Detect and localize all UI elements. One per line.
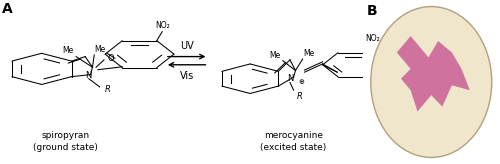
Text: N: N (287, 74, 293, 83)
Text: B: B (366, 4, 378, 18)
Text: Me: Me (304, 49, 314, 58)
Text: Me: Me (269, 51, 280, 60)
Text: A: A (2, 2, 12, 16)
Polygon shape (397, 36, 470, 112)
Text: NO₂: NO₂ (155, 21, 170, 30)
Ellipse shape (371, 7, 492, 157)
Text: (ground state): (ground state) (33, 143, 98, 152)
Text: UV: UV (180, 41, 194, 51)
Text: Me: Me (94, 45, 106, 54)
Text: N: N (86, 71, 92, 80)
Text: Vis: Vis (180, 71, 194, 81)
Text: R: R (105, 85, 111, 93)
Text: ⊖: ⊖ (385, 85, 391, 91)
Text: R: R (296, 92, 302, 101)
Text: O: O (376, 86, 382, 95)
Text: ⊕: ⊕ (298, 79, 304, 84)
Text: merocyanine: merocyanine (264, 131, 323, 140)
Text: O: O (107, 54, 114, 63)
Text: (excited state): (excited state) (260, 143, 327, 152)
Text: NO₂: NO₂ (365, 34, 380, 42)
Text: Me: Me (62, 46, 74, 55)
Text: spiropyran: spiropyran (41, 131, 90, 140)
